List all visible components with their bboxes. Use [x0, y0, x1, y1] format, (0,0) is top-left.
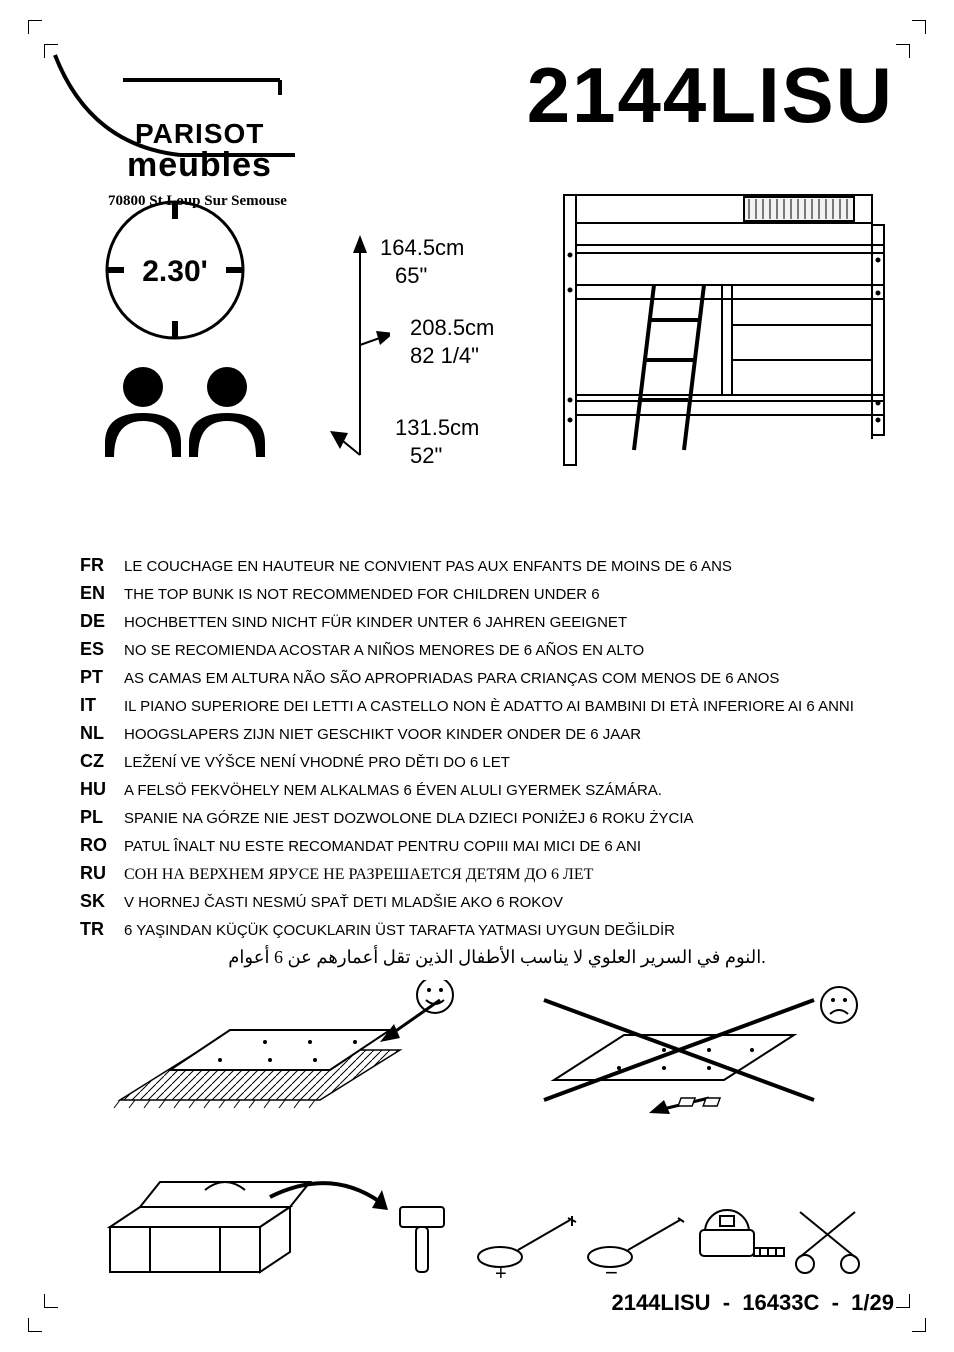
brand-name-2: meubles	[127, 146, 272, 185]
warning-row: ENTHE TOP BUNK IS NOT RECOMMENDED FOR CH…	[80, 583, 914, 604]
warning-text: IL PIANO SUPERIORE DEI LETTI A CASTELLO …	[124, 698, 854, 715]
crop-mark	[28, 20, 42, 34]
footer-model: 2144LISU	[611, 1290, 710, 1315]
warning-row-ar: النوم في السرير العلوي لا يناسب الأطفال …	[80, 947, 914, 968]
warning-text: HOOGSLAPERS ZIJN NIET GESCHIKT VOOR KIND…	[124, 726, 641, 743]
warning-row: PLSPANIE NA GÓRZE NIE JEST DOZWOLONE DLA…	[80, 807, 914, 828]
assembly-time-value: 2.30'	[142, 255, 208, 288]
warning-lang-code: EN	[80, 583, 124, 604]
persons-required-icon	[100, 365, 270, 465]
crop-mark	[896, 1294, 910, 1308]
footer-code: 16433C	[742, 1290, 819, 1315]
screwdriver-plus-label: +	[495, 1263, 507, 1282]
warning-lang-code: FR	[80, 555, 124, 576]
warning-row: CZLEŽENÍ VE VÝŠCE NENÍ VHODNÉ PRO DĚTI D…	[80, 751, 914, 772]
crop-mark	[912, 1318, 926, 1332]
warning-lang-code: PL	[80, 807, 124, 828]
warning-row: TR6 YAŞINDAN KÜÇÜK ÇOCUKLARIN ÜST TARAFT…	[80, 919, 914, 940]
dim-width-in: 82 1/4"	[410, 343, 479, 369]
warning-row: ITIL PIANO SUPERIORE DEI LETTI A CASTELL…	[80, 695, 914, 716]
assembly-time-icon: 2.30'	[100, 195, 250, 350]
warning-text: NO SE RECOMIENDA ACOSTAR A NIÑOS MENORES…	[124, 642, 644, 659]
warning-lang-code: RU	[80, 863, 124, 884]
warning-text: СОН НА ВЕРХНЕМ ЯРУСЕ НЕ РАЗРЕШАЕТСЯ ДЕТЯ…	[124, 866, 593, 884]
warning-text: A FELSÖ FEKVÖHELY NEM ALKALMAS 6 ÉVEN AL…	[124, 782, 662, 799]
dim-height-in: 65"	[395, 263, 427, 289]
warning-lang-code: SK	[80, 891, 124, 912]
warning-text-ar: النوم في السرير العلوي لا يناسب الأطفال …	[228, 947, 765, 967]
crop-mark	[28, 1318, 42, 1332]
dim-width-cm: 208.5cm	[410, 315, 494, 341]
warning-lang-code: DE	[80, 611, 124, 632]
warning-row: ESNO SE RECOMIENDA ACOSTAR A NIÑOS MENOR…	[80, 639, 914, 660]
warning-lang-code: NL	[80, 723, 124, 744]
dim-depth-cm: 131.5cm	[395, 415, 479, 441]
warning-row: SKV HORNEJ ČASTI NESMÚ SPAŤ DETI MLADŠIE…	[80, 891, 914, 912]
crop-mark	[896, 44, 910, 58]
assemble-on-carpet-ok	[100, 980, 460, 1145]
warning-text: LE COUCHAGE EN HAUTEUR NE CONVIENT PAS A…	[124, 558, 732, 575]
warning-row: DEHOCHBETTEN SIND NICHT FÜR KINDER UNTER…	[80, 611, 914, 632]
footer-page: 1/29	[851, 1290, 894, 1315]
warning-lang-code: PT	[80, 667, 124, 688]
warning-row: PTAS CAMAS EM ALTURA NÃO SÃO APROPRIADAS…	[80, 667, 914, 688]
warning-text: HOCHBETTEN SIND NICHT FÜR KINDER UNTER 6…	[124, 614, 627, 631]
dim-height-cm: 164.5cm	[380, 235, 464, 261]
warning-row: NLHOOGSLAPERS ZIJN NIET GESCHIKT VOOR KI…	[80, 723, 914, 744]
warning-text: SPANIE NA GÓRZE NIE JEST DOZWOLONE DLA D…	[124, 810, 694, 827]
warning-text: LEŽENÍ VE VÝŠCE NENÍ VHODNÉ PRO DĚTI DO …	[124, 754, 510, 771]
assemble-on-hard-floor-no	[524, 980, 864, 1145]
crop-mark	[44, 1294, 58, 1308]
product-illustration	[544, 185, 904, 480]
warning-text: 6 YAŞINDAN KÜÇÜK ÇOCUKLARIN ÜST TARAFTA …	[124, 922, 675, 939]
warning-row: ROPATUL ÎNALT NU ESTE RECOMANDAT PENTRU …	[80, 835, 914, 856]
warning-row: RUСОН НА ВЕРХНЕМ ЯРУСЕ НЕ РАЗРЕШАЕТСЯ ДЕ…	[80, 863, 914, 884]
safety-warnings: FRLE COUCHAGE EN HAUTEUR NE CONVIENT PAS…	[80, 555, 914, 968]
warning-lang-code: ES	[80, 639, 124, 660]
dimensions-block: 164.5cm 65" 208.5cm 82 1/4" 131.5cm 52"	[320, 205, 550, 470]
dim-depth-in: 52"	[410, 443, 442, 469]
warning-lang-code: CZ	[80, 751, 124, 772]
warning-lang-code: HU	[80, 779, 124, 800]
page-footer: 2144LISU - 16433C - 1/29	[611, 1290, 894, 1316]
screwdriver-minus-label: −	[605, 1260, 618, 1282]
warning-lang-code: RO	[80, 835, 124, 856]
warning-text: AS CAMAS EM ALTURA NÃO SÃO APROPRIADAS P…	[124, 670, 779, 687]
warning-lang-code: IT	[80, 695, 124, 716]
product-model-title: 2144LISU	[527, 50, 894, 141]
warning-row: HUA FELSÖ FEKVÖHELY NEM ALKALMAS 6 ÉVEN …	[80, 779, 914, 800]
tools-required: + −	[100, 1172, 894, 1282]
warning-row: FRLE COUCHAGE EN HAUTEUR NE CONVIENT PAS…	[80, 555, 914, 576]
warning-text: V HORNEJ ČASTI NESMÚ SPAŤ DETI MLADŠIE A…	[124, 894, 563, 911]
warning-text: PATUL ÎNALT NU ESTE RECOMANDAT PENTRU CO…	[124, 838, 641, 855]
warning-lang-code: TR	[80, 919, 124, 940]
crop-mark	[912, 20, 926, 34]
warning-text: THE TOP BUNK IS NOT RECOMMENDED FOR CHIL…	[124, 586, 600, 603]
brand-logo: PARISOT meubles 70800 St Loup Sur Semous…	[50, 50, 310, 175]
